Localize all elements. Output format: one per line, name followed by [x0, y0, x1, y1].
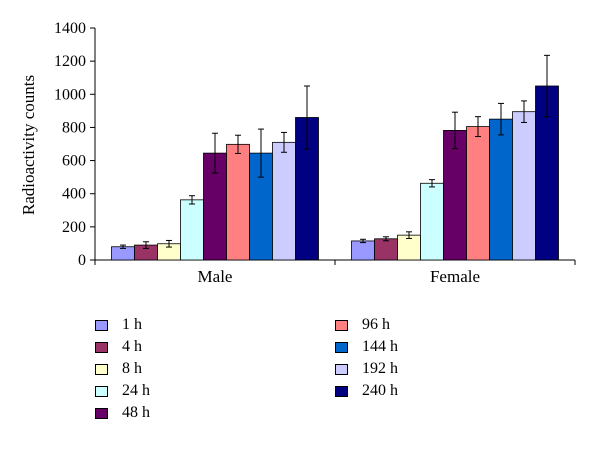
bar-1h-female	[351, 240, 375, 261]
bar-24h-female	[420, 182, 444, 261]
x-category-label: Male	[198, 267, 233, 286]
bar-96h-male	[226, 143, 250, 261]
y-tick-label: 600	[62, 153, 86, 170]
bar-192h-male	[272, 141, 296, 261]
y-axis-label: Radioactivity counts	[19, 75, 38, 215]
bar-192h-female	[512, 111, 536, 261]
y-tick-label: 1200	[54, 53, 86, 70]
y-tick-label: 1400	[54, 20, 86, 37]
plot-area: 0 200 400 600 800 1000 1200 1400 Male Female	[54, 20, 576, 286]
bar-144h-female	[489, 118, 513, 261]
bar-96h-female	[466, 126, 490, 261]
bar-24h-male	[180, 199, 204, 261]
y-tick-label: 200	[62, 219, 86, 236]
y-tick-label: 800	[62, 119, 86, 136]
y-tick-label: 0	[78, 252, 86, 269]
bar-48h-female	[443, 130, 467, 261]
y-tick-label: 400	[62, 186, 86, 203]
y-tick-label: 1000	[54, 86, 86, 103]
x-category-label: Female	[430, 267, 480, 286]
bar-4h-female	[374, 238, 398, 261]
